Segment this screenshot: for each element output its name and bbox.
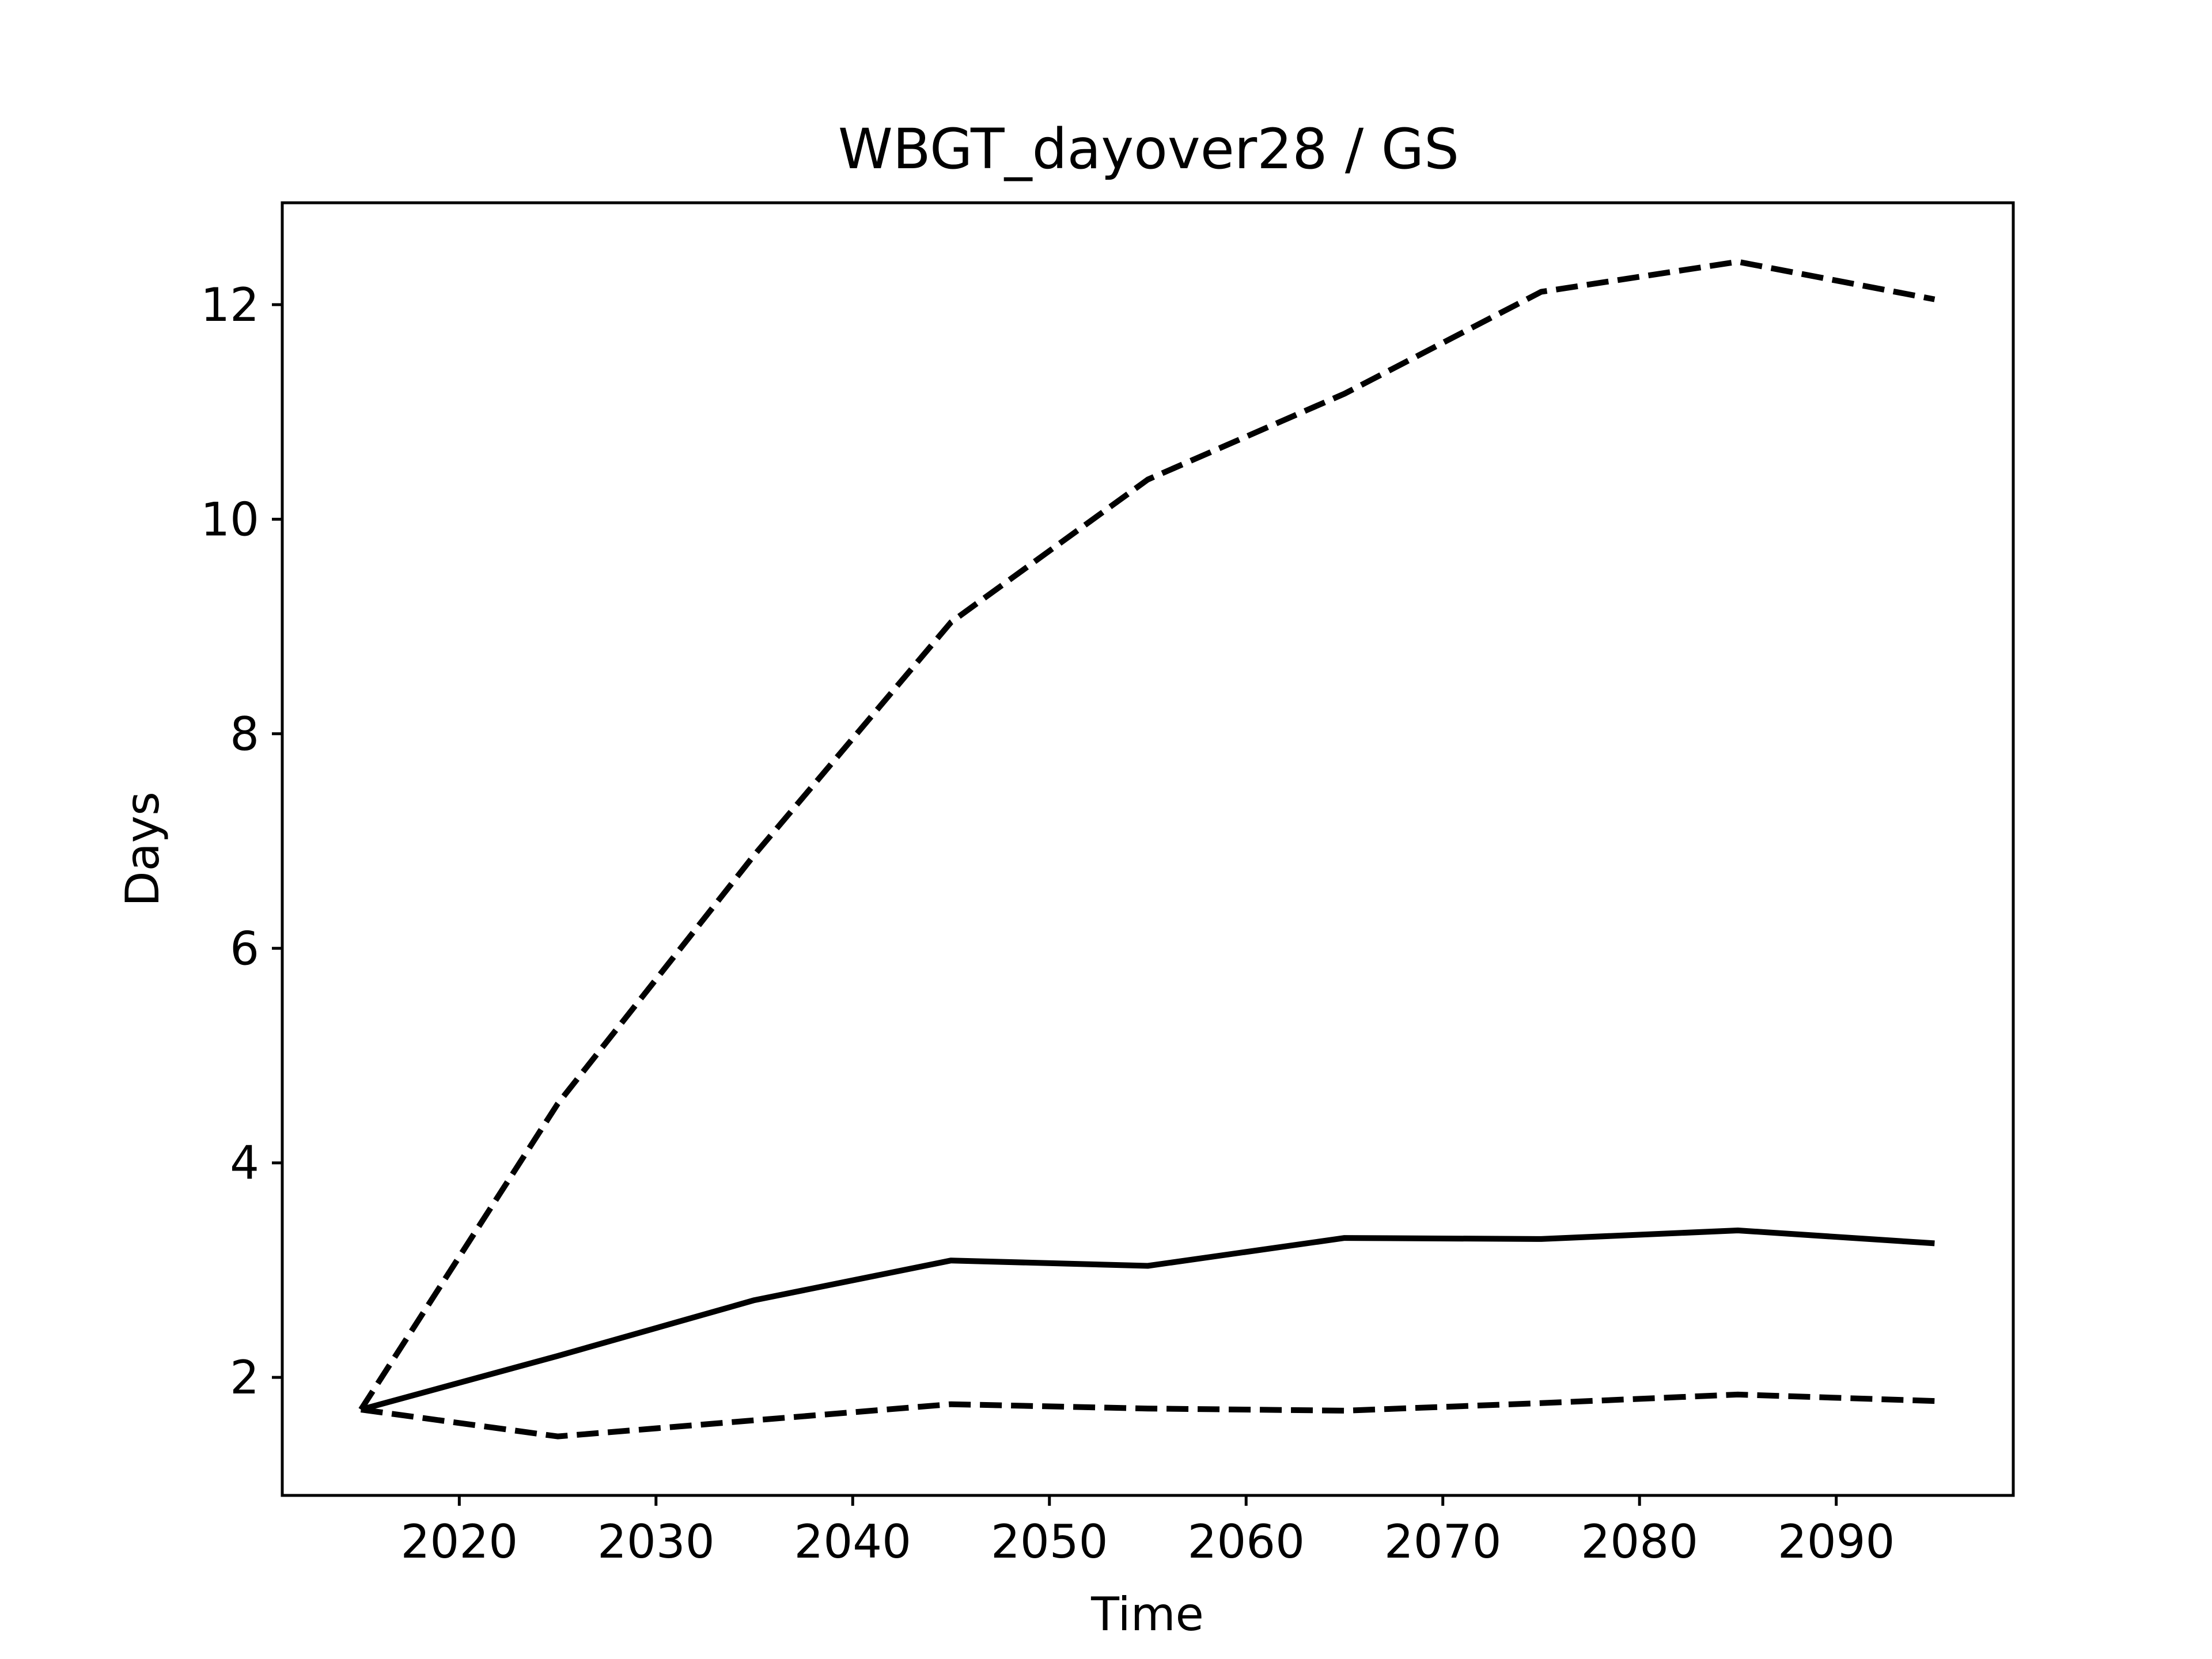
- x-axis-ticks: 2020 2030 2040 2050 2060 2070 2080 2090: [401, 1495, 1895, 1569]
- y-axis-label: Days: [116, 791, 169, 907]
- y-tick-label: 4: [230, 1137, 259, 1190]
- x-tick-label: 2070: [1384, 1515, 1502, 1569]
- x-tick-label: 2040: [794, 1515, 911, 1569]
- x-tick-label: 2060: [1187, 1515, 1305, 1569]
- chart-title: WBGT_dayover28 / GS: [838, 117, 1459, 181]
- y-tick-label: 8: [230, 707, 259, 761]
- x-tick-label: 2030: [597, 1515, 715, 1569]
- y-tick-label: 10: [200, 493, 259, 546]
- series-line-3: [360, 1391, 1935, 1440]
- y-tick-label: 2: [230, 1351, 259, 1404]
- y-axis-ticks: 2 4 6 8 10 12: [200, 278, 282, 1404]
- series-line-2: [358, 259, 1936, 1411]
- y-tick-label: 12: [200, 278, 259, 332]
- series-line-1: [360, 1228, 1935, 1412]
- x-tick-label: 2090: [1778, 1515, 1895, 1569]
- series-layer: [358, 259, 1936, 1440]
- y-tick-label: 6: [230, 922, 259, 975]
- x-tick-label: 2080: [1581, 1515, 1698, 1569]
- plot-area-frame: [281, 201, 2015, 1497]
- x-tick-label: 2050: [991, 1515, 1108, 1569]
- x-tick-label: 2020: [401, 1515, 518, 1569]
- x-axis-label: Time: [1090, 1588, 1204, 1641]
